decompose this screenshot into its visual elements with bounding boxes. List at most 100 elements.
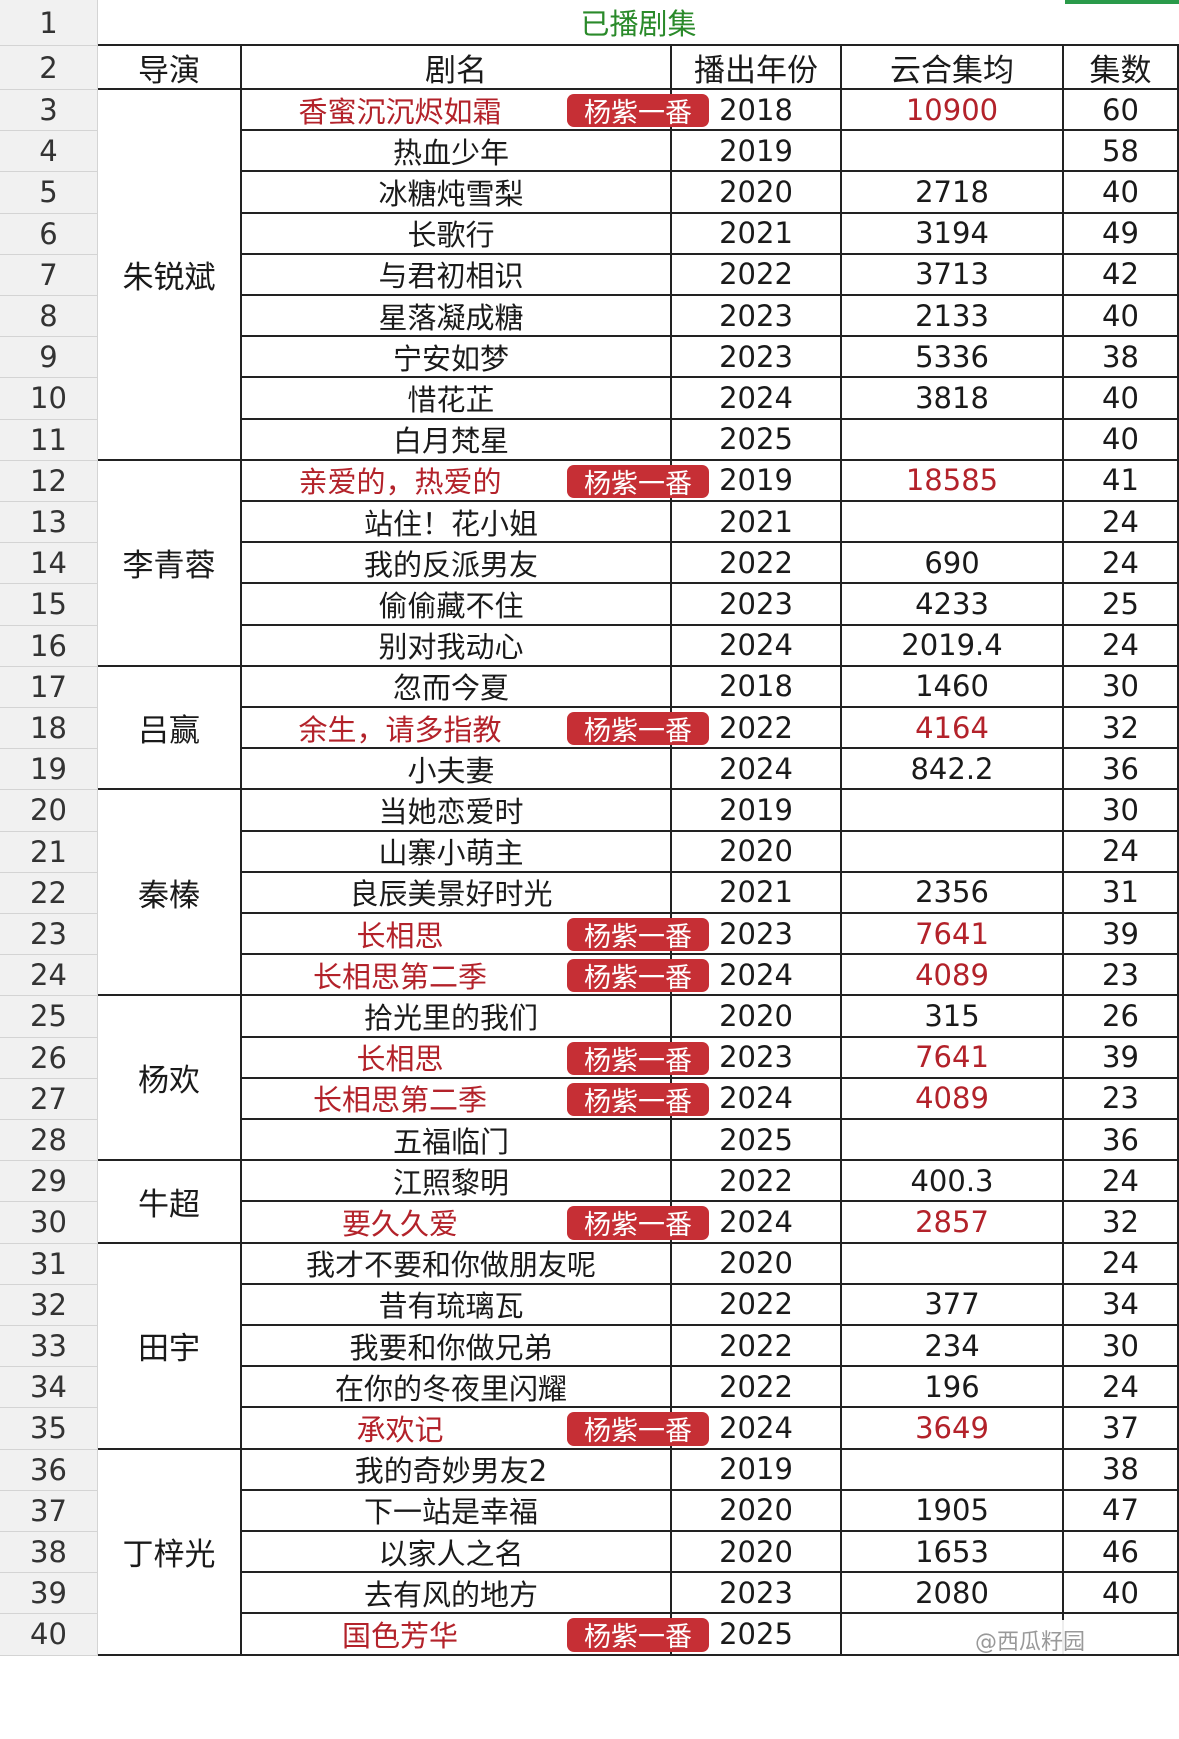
drama-name-cell[interactable]: 小夫妻 bbox=[242, 749, 672, 791]
episodes-cell[interactable]: 40 bbox=[1064, 172, 1179, 214]
views-cell[interactable] bbox=[842, 790, 1064, 832]
row-number[interactable]: 4 bbox=[0, 131, 98, 173]
drama-name-cell[interactable]: 偷偷藏不住 bbox=[242, 584, 672, 626]
row-number[interactable]: 5 bbox=[0, 172, 98, 214]
row-number[interactable]: 20 bbox=[0, 790, 98, 832]
views-cell[interactable]: 4233 bbox=[842, 584, 1064, 626]
row-number[interactable]: 35 bbox=[0, 1408, 98, 1450]
episodes-cell[interactable]: 24 bbox=[1064, 1367, 1179, 1409]
row-number[interactable]: 11 bbox=[0, 419, 98, 461]
episodes-cell[interactable]: 30 bbox=[1064, 1326, 1179, 1368]
drama-name-cell[interactable]: 五福临门 bbox=[242, 1120, 672, 1162]
episodes-cell[interactable]: 37 bbox=[1064, 1408, 1179, 1450]
drama-name-cell[interactable]: 长相思第二季 bbox=[242, 1078, 672, 1120]
row-number[interactable]: 6 bbox=[0, 213, 98, 255]
drama-name-cell[interactable]: 忽而今夏 bbox=[242, 666, 672, 708]
year-cell[interactable]: 2024 bbox=[672, 1202, 842, 1244]
episodes-cell[interactable]: 40 bbox=[1064, 419, 1179, 461]
views-cell[interactable]: 2019.4 bbox=[842, 625, 1064, 667]
episodes-cell[interactable]: 39 bbox=[1064, 914, 1179, 956]
row-number[interactable]: 39 bbox=[0, 1573, 98, 1615]
episodes-cell[interactable]: 36 bbox=[1064, 749, 1179, 791]
episodes-cell[interactable]: 24 bbox=[1064, 1243, 1179, 1285]
episodes-cell[interactable]: 39 bbox=[1064, 1037, 1179, 1079]
column-header-director[interactable]: 导演 bbox=[98, 46, 242, 90]
episodes-cell[interactable]: 23 bbox=[1064, 1078, 1179, 1120]
drama-name-cell[interactable]: 良辰美景好时光 bbox=[242, 872, 672, 914]
year-cell[interactable]: 2019 bbox=[672, 790, 842, 832]
column-header-episodes[interactable]: 集数 bbox=[1064, 46, 1179, 90]
year-cell[interactable]: 2019 bbox=[672, 460, 842, 502]
year-cell[interactable]: 2024 bbox=[672, 378, 842, 420]
row-number[interactable]: 30 bbox=[0, 1202, 98, 1244]
drama-name-cell[interactable]: 在你的冬夜里闪耀 bbox=[242, 1367, 672, 1409]
director-cell[interactable]: 朱锐斌 bbox=[98, 90, 242, 461]
views-cell[interactable] bbox=[842, 1243, 1064, 1285]
episodes-cell[interactable]: 25 bbox=[1064, 584, 1179, 626]
episodes-cell[interactable]: 38 bbox=[1064, 337, 1179, 379]
row-number[interactable]: 25 bbox=[0, 996, 98, 1038]
row-number[interactable]: 13 bbox=[0, 502, 98, 544]
drama-name-cell[interactable]: 江照黎明 bbox=[242, 1161, 672, 1203]
episodes-cell[interactable]: 41 bbox=[1064, 460, 1179, 502]
row-number[interactable]: 23 bbox=[0, 914, 98, 956]
drama-name-cell[interactable]: 下一站是幸福 bbox=[242, 1490, 672, 1532]
drama-name-cell[interactable]: 惜花芷 bbox=[242, 378, 672, 420]
year-cell[interactable]: 2021 bbox=[672, 872, 842, 914]
drama-name-cell[interactable]: 承欢记 bbox=[242, 1408, 672, 1450]
drama-name-cell[interactable]: 冰糖炖雪梨 bbox=[242, 172, 672, 214]
views-cell[interactable]: 2080 bbox=[842, 1573, 1064, 1615]
year-cell[interactable]: 2024 bbox=[672, 749, 842, 791]
episodes-cell[interactable]: 40 bbox=[1064, 1573, 1179, 1615]
episodes-cell[interactable]: 23 bbox=[1064, 955, 1179, 997]
year-cell[interactable]: 2022 bbox=[672, 254, 842, 296]
episodes-cell[interactable]: 24 bbox=[1064, 625, 1179, 667]
drama-name-cell[interactable]: 与君初相识 bbox=[242, 254, 672, 296]
director-cell[interactable]: 秦榛 bbox=[98, 790, 242, 997]
column-header-drama[interactable]: 剧名 bbox=[242, 46, 672, 90]
episodes-cell[interactable]: 40 bbox=[1064, 296, 1179, 338]
director-cell[interactable]: 杨欢 bbox=[98, 996, 242, 1162]
director-cell[interactable]: 丁梓光 bbox=[98, 1449, 242, 1656]
views-cell[interactable]: 2133 bbox=[842, 296, 1064, 338]
year-cell[interactable]: 2025 bbox=[672, 1120, 842, 1162]
views-cell[interactable]: 690 bbox=[842, 543, 1064, 585]
views-cell[interactable]: 3649 bbox=[842, 1408, 1064, 1450]
drama-name-cell[interactable]: 余生，请多指教 bbox=[242, 708, 672, 750]
views-cell[interactable]: 400.3 bbox=[842, 1161, 1064, 1203]
year-cell[interactable]: 2024 bbox=[672, 955, 842, 997]
drama-name-cell[interactable]: 站住！花小姐 bbox=[242, 502, 672, 544]
episodes-cell[interactable]: 42 bbox=[1064, 254, 1179, 296]
drama-name-cell[interactable]: 山寨小萌主 bbox=[242, 831, 672, 873]
episodes-cell[interactable]: 30 bbox=[1064, 790, 1179, 832]
director-cell[interactable]: 吕赢 bbox=[98, 666, 242, 791]
drama-name-cell[interactable]: 以家人之名 bbox=[242, 1532, 672, 1574]
row-number[interactable]: 21 bbox=[0, 831, 98, 873]
drama-name-cell[interactable]: 我的反派男友 bbox=[242, 543, 672, 585]
year-cell[interactable]: 2023 bbox=[672, 1573, 842, 1615]
episodes-cell[interactable]: 24 bbox=[1064, 1161, 1179, 1203]
views-cell[interactable]: 10900 bbox=[842, 90, 1064, 132]
year-cell[interactable]: 2023 bbox=[672, 1037, 842, 1079]
row-number[interactable]: 29 bbox=[0, 1161, 98, 1203]
row-number[interactable]: 8 bbox=[0, 296, 98, 338]
views-cell[interactable] bbox=[842, 419, 1064, 461]
views-cell[interactable]: 7641 bbox=[842, 914, 1064, 956]
row-number[interactable]: 33 bbox=[0, 1326, 98, 1368]
year-cell[interactable]: 2024 bbox=[672, 1078, 842, 1120]
year-cell[interactable]: 2022 bbox=[672, 543, 842, 585]
views-cell[interactable]: 4164 bbox=[842, 708, 1064, 750]
episodes-cell[interactable]: 31 bbox=[1064, 872, 1179, 914]
year-cell[interactable]: 2024 bbox=[672, 625, 842, 667]
row-number[interactable]: 32 bbox=[0, 1284, 98, 1326]
row-number[interactable]: 22 bbox=[0, 872, 98, 914]
views-cell[interactable]: 377 bbox=[842, 1284, 1064, 1326]
episodes-cell[interactable]: 60 bbox=[1064, 90, 1179, 132]
year-cell[interactable]: 2019 bbox=[672, 1449, 842, 1491]
views-cell[interactable]: 4089 bbox=[842, 1078, 1064, 1120]
year-cell[interactable]: 2022 bbox=[672, 708, 842, 750]
sheet-title[interactable]: 已播剧集 bbox=[98, 0, 1179, 46]
year-cell[interactable]: 2023 bbox=[672, 337, 842, 379]
row-number[interactable]: 12 bbox=[0, 460, 98, 502]
views-cell[interactable]: 842.2 bbox=[842, 749, 1064, 791]
